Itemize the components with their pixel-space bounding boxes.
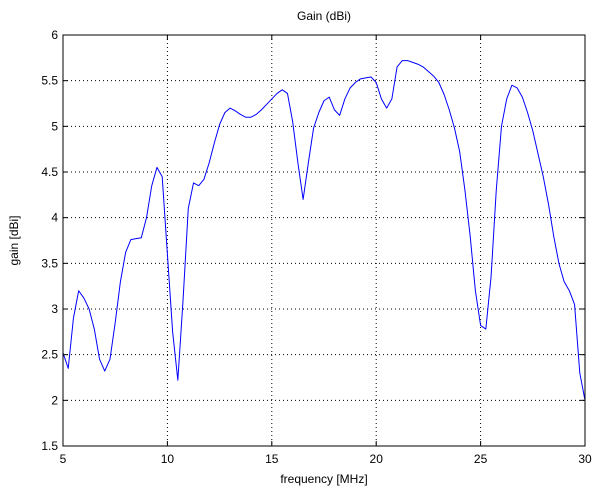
axis-ticks [62,34,586,447]
y-axis-label: gain [dBi] [7,215,21,265]
x-tick-label: 10 [161,452,175,466]
y-tick-label: 4.5 [41,165,58,179]
x-tick-label: 30 [578,452,592,466]
y-tick-label: 2.5 [41,348,58,362]
y-tick-label: 4 [51,211,58,225]
plot-border [62,34,586,447]
x-tick-label: 15 [265,452,279,466]
y-tick-label: 5 [51,119,58,133]
x-tick-label: 5 [60,452,67,466]
x-axis-label: frequency [MHz] [280,472,367,486]
chart-title: Gain (dBi) [297,9,351,23]
axis-tick-labels: 5 10 15 20 25 30 1.5 2 2.5 3 3.5 4 4.5 5 5.5 6 [41,28,592,466]
x-tick-label: 25 [474,452,488,466]
series-layer [62,60,586,401]
y-tick-label: 6 [51,28,58,42]
x-tick-label: 20 [370,452,384,466]
gain-series-line [62,60,586,401]
y-tick-label: 1.5 [41,439,58,453]
plot-area [63,35,585,446]
y-tick-label: 3.5 [41,256,58,270]
y-tick-label: 2 [51,393,58,407]
grid-lines [63,35,585,446]
y-tick-label: 3 [51,302,58,316]
y-tick-label: 5.5 [41,74,58,88]
